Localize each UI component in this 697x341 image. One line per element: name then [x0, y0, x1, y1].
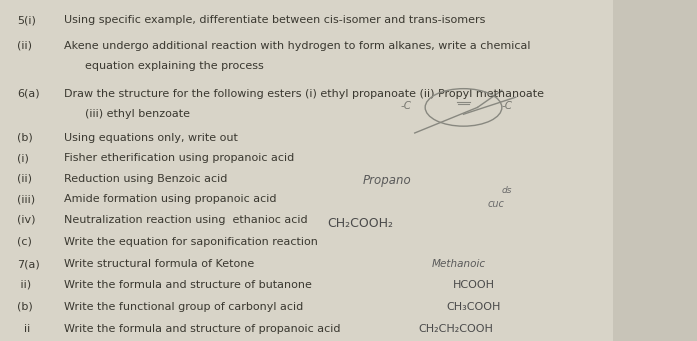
- Text: 7(a): 7(a): [17, 259, 40, 269]
- Text: 5(i): 5(i): [17, 15, 36, 25]
- Text: (i): (i): [17, 153, 29, 163]
- Text: (ii): (ii): [17, 174, 33, 184]
- Text: Write the equation for saponification reaction: Write the equation for saponification re…: [64, 237, 318, 247]
- Text: CH₂CH₂COOH: CH₂CH₂COOH: [418, 324, 493, 334]
- Text: Amide formation using propanoic acid: Amide formation using propanoic acid: [64, 194, 277, 204]
- Text: Write the formula and structure of butanone: Write the formula and structure of butan…: [64, 280, 312, 290]
- Text: ds: ds: [502, 186, 512, 195]
- Text: Reduction using Benzoic acid: Reduction using Benzoic acid: [64, 174, 227, 184]
- Text: ii: ii: [17, 324, 31, 334]
- FancyBboxPatch shape: [613, 0, 697, 341]
- Text: (iii): (iii): [17, 194, 36, 204]
- Text: HCOOH: HCOOH: [453, 280, 495, 290]
- Text: (b): (b): [17, 302, 33, 312]
- Text: Propano: Propano: [362, 174, 411, 187]
- FancyBboxPatch shape: [0, 0, 613, 341]
- Text: -C: -C: [502, 101, 513, 110]
- Text: CH₃COOH: CH₃COOH: [446, 302, 500, 312]
- Text: (iii) ethyl benzoate: (iii) ethyl benzoate: [85, 109, 190, 119]
- Text: -C: -C: [401, 101, 412, 110]
- Text: Write the functional group of carbonyl acid: Write the functional group of carbonyl a…: [64, 302, 303, 312]
- Text: (c): (c): [17, 237, 32, 247]
- Text: Write structural formula of Ketone: Write structural formula of Ketone: [64, 259, 254, 269]
- Text: Using equations only, write out: Using equations only, write out: [64, 133, 238, 143]
- Text: CH₂COOH₂: CH₂COOH₂: [328, 217, 394, 229]
- Text: Methanoic: Methanoic: [432, 259, 487, 269]
- Text: (ii): (ii): [17, 41, 33, 51]
- Text: (iv): (iv): [17, 215, 36, 225]
- Text: 6(a): 6(a): [17, 89, 40, 99]
- Text: (b): (b): [17, 133, 33, 143]
- Text: Akene undergo additional reaction with hydrogen to form alkanes, write a chemica: Akene undergo additional reaction with h…: [64, 41, 530, 51]
- Text: equation explaining the process: equation explaining the process: [85, 61, 263, 71]
- Text: cuc: cuc: [488, 199, 505, 209]
- Text: ii): ii): [17, 280, 31, 290]
- Text: Using specific example, differentiate between cis-isomer and trans-isomers: Using specific example, differentiate be…: [64, 15, 486, 25]
- Text: Write the formula and structure of propanoic acid: Write the formula and structure of propa…: [64, 324, 341, 334]
- Text: Draw the structure for the following esters (i) ethyl propanoate (ii) Propyl met: Draw the structure for the following est…: [64, 89, 544, 99]
- Text: Neutralization reaction using  ethanioc acid: Neutralization reaction using ethanioc a…: [64, 215, 308, 225]
- Text: Fisher etherification using propanoic acid: Fisher etherification using propanoic ac…: [64, 153, 294, 163]
